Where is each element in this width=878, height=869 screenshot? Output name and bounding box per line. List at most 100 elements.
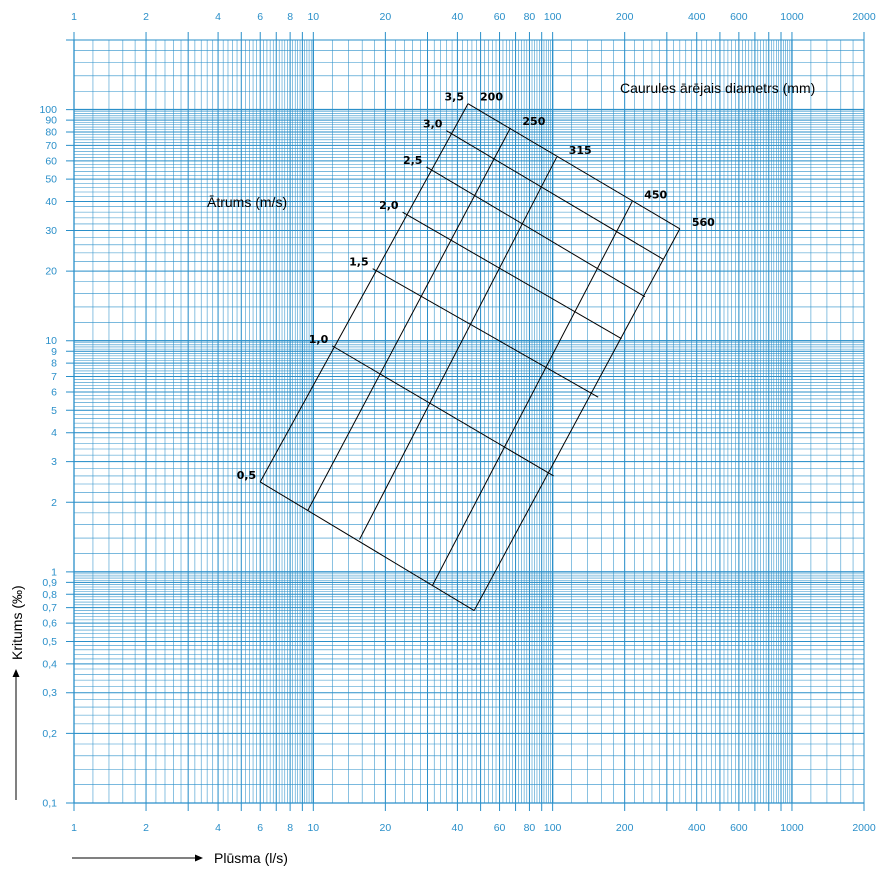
velocity-line (402, 211, 622, 340)
diameter-label: 250 (522, 115, 545, 128)
y-tick-label: 8 (51, 358, 57, 370)
x-tick-label: 100 (544, 11, 562, 23)
x-tick-label: 8 (287, 822, 293, 834)
x-tick-label: 20 (380, 11, 392, 23)
diameter-line (307, 127, 511, 511)
y-tick-label: 60 (45, 155, 57, 167)
y-tick-label: 7 (51, 371, 57, 383)
velocity-lines (259, 103, 681, 612)
diameter-line (359, 156, 558, 540)
x-tick-label: 10 (307, 822, 319, 834)
diameter-labels: 200 250 315 450 560 (480, 91, 715, 229)
x-tick-label: 60 (494, 822, 506, 834)
y-tick-label: 80 (45, 126, 57, 138)
velocity-label: 2,0 (379, 199, 399, 212)
y-tick-label: 5 (51, 405, 57, 417)
y-tick-label: 0,6 (42, 618, 57, 630)
y-tick-label: 0,8 (42, 589, 57, 601)
x-tick-label: 1 (71, 822, 77, 834)
diameter-line (259, 103, 469, 483)
velocity-line (259, 481, 475, 612)
x-axis-label: Plūsma (l/s) (214, 850, 288, 866)
y-axis-label: Kritums (‰) (9, 585, 25, 660)
diameter-lines (259, 103, 681, 611)
velocity-label: 2,5 (403, 154, 423, 167)
x-tick-label: 600 (730, 822, 748, 834)
velocity-label: 1,0 (309, 333, 329, 346)
x-tick-labels-bottom: 1 2 4 6 8 10 20 40 60 80 100 200 400 600 1000 2000 (71, 822, 876, 834)
diameter-label: 315 (569, 144, 592, 157)
velocity-label: 1,5 (349, 256, 369, 269)
x-tick-label: 1 (71, 11, 77, 23)
x-tick-label: 1000 (780, 822, 804, 834)
velocity-line (446, 130, 664, 260)
x-tick-label: 200 (616, 822, 634, 834)
diameter-label: 450 (644, 189, 667, 202)
x-tick-label: 2000 (852, 822, 876, 834)
x-tick-label: 400 (688, 11, 706, 23)
y-tick-label: 2 (51, 497, 57, 509)
y-tick-label: 0,5 (42, 636, 57, 648)
x-tick-labels-top: 1 2 4 6 8 10 20 40 60 80 100 200 400 600 1000 2000 (71, 11, 876, 23)
velocity-line (332, 345, 554, 477)
y-tick-label: 6 (51, 386, 57, 398)
x-tick-label: 8 (287, 11, 293, 23)
y-tick-label: 0,7 (42, 602, 57, 614)
y-tick-label: 40 (45, 196, 57, 208)
y-tick-label: 4 (51, 427, 57, 439)
velocity-labels: 0,5 1,0 1,5 2,0 2,5 3,0 3,5 (237, 91, 464, 482)
x-tick-label: 2 (143, 11, 149, 23)
x-tick-label: 40 (452, 822, 464, 834)
diameter-line (473, 228, 681, 611)
x-tick-label: 6 (257, 11, 263, 23)
x-tick-label: 1000 (780, 11, 804, 23)
y-tick-label: 0,9 (42, 577, 57, 589)
y-axis-arrow (12, 669, 20, 800)
y-tick-label: 1 (51, 566, 57, 578)
y-tick-label: 0,4 (42, 658, 57, 670)
y-tick-label: 50 (45, 174, 57, 186)
y-tick-label: 100 (39, 104, 57, 116)
y-tick-label: 70 (45, 140, 57, 152)
x-tick-label: 20 (380, 822, 392, 834)
y-tick-label: 0,3 (42, 687, 57, 699)
plot-frame (73, 39, 865, 804)
x-axis-arrow (72, 854, 203, 862)
x-tick-label: 60 (494, 11, 506, 23)
velocity-title: Ātrums (m/s) (207, 194, 287, 210)
y-tick-label: 9 (51, 346, 57, 358)
x-tick-label: 4 (215, 11, 221, 23)
diameter-label: 200 (480, 91, 503, 104)
y-tick-label: 20 (45, 266, 57, 278)
diameter-title: Caurules ārējais diametrs (mm) (620, 80, 815, 96)
x-tick-label: 2 (143, 822, 149, 834)
y-tick-label: 10 (45, 335, 57, 347)
velocity-line (372, 268, 599, 398)
velocity-line (426, 166, 646, 298)
y-tick-label: 0,2 (42, 728, 57, 740)
diameter-line (432, 201, 633, 586)
y-tick-label: 30 (45, 225, 57, 237)
x-tick-label: 10 (307, 11, 319, 23)
velocity-label: 3,5 (445, 91, 465, 104)
y-tick-label: 3 (51, 456, 57, 468)
y-tick-label: 0,1 (42, 798, 57, 810)
velocity-label: 0,5 (237, 469, 257, 482)
x-tick-label: 4 (215, 822, 221, 834)
x-tick-label: 400 (688, 822, 706, 834)
velocity-label: 3,0 (423, 118, 443, 131)
x-tick-label: 100 (544, 822, 562, 834)
x-tick-label: 600 (730, 11, 748, 23)
x-tick-label: 40 (452, 11, 464, 23)
x-tick-label: 80 (524, 822, 536, 834)
x-tick-label: 6 (257, 822, 263, 834)
velocity-line (467, 103, 681, 230)
y-tick-label: 90 (45, 115, 57, 127)
x-tick-label: 200 (616, 11, 634, 23)
grid-major-lines (66, 32, 865, 811)
x-tick-label: 80 (524, 11, 536, 23)
grid-minor-lines (73, 39, 865, 804)
diameter-label: 560 (692, 216, 715, 229)
